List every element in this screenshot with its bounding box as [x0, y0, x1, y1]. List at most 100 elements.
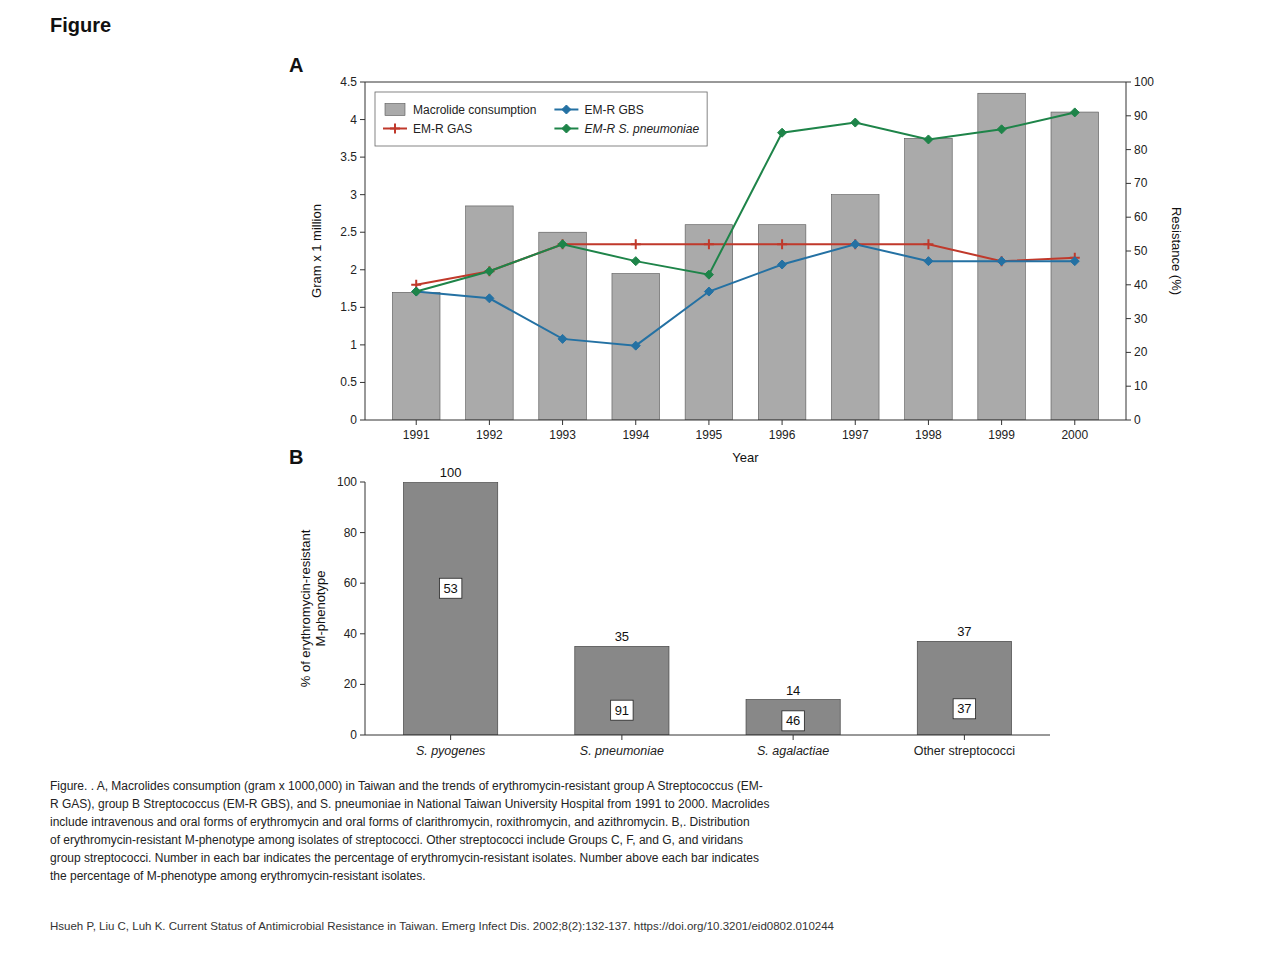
caption-line: group streptococci. Number in each bar i… [50, 851, 759, 865]
marker [778, 128, 787, 137]
marker [412, 287, 421, 296]
marker [558, 240, 567, 249]
bar [612, 274, 660, 420]
legend-frame [375, 92, 707, 146]
bar [758, 225, 806, 420]
y-tick [360, 382, 365, 383]
y-tick-label: 2 [350, 263, 357, 277]
inside-label-box [439, 578, 461, 598]
inside-label: 53 [439, 578, 461, 598]
y-tick [360, 633, 365, 634]
x-axis-line [365, 420, 1126, 421]
bar [404, 482, 498, 735]
bar [685, 225, 733, 420]
x-tick-label: 1993 [549, 428, 576, 442]
inside-label-box [611, 700, 633, 720]
bar [746, 700, 840, 735]
y2-tick-label: 30 [1134, 312, 1148, 326]
y-tick-label: 0.5 [340, 375, 357, 389]
y2-tick [1126, 386, 1131, 387]
legend-marker [562, 105, 571, 114]
y-tick [360, 119, 365, 120]
y-tick-label: 20 [344, 677, 358, 691]
caption-line: the percentage of M-phenotype among eryt… [50, 869, 426, 883]
y-axis-label-line: M-phenotype [313, 571, 328, 647]
y2-tick [1126, 420, 1131, 421]
bar [1051, 112, 1099, 420]
marker [850, 239, 860, 249]
x-tick-label: S. pyogenes [416, 744, 486, 758]
x-tick-label: 1999 [988, 428, 1015, 442]
line [416, 244, 1075, 345]
x-tick [1001, 420, 1002, 425]
x-tick [621, 735, 622, 740]
y-tick [360, 420, 365, 421]
x-axis-line [365, 735, 1050, 736]
bar [539, 232, 587, 420]
marker [777, 239, 787, 249]
y2-tick [1126, 115, 1131, 116]
y-tick-label: 1 [350, 338, 357, 352]
y2-tick-label: 0 [1134, 413, 1141, 427]
y-tick-label: 40 [344, 627, 358, 641]
panel-a: 1991199219931994199519961997199819992000… [289, 54, 1184, 465]
y-tick-label: 80 [344, 526, 358, 540]
y-tick-label: 3.5 [340, 150, 357, 164]
legend-label: Macrolide consumption [413, 103, 536, 117]
x-tick-label: S. agalactiae [757, 744, 829, 758]
x-tick-label: 1997 [842, 428, 869, 442]
y2-tick-label: 70 [1134, 176, 1148, 190]
y-tick-label: 4.5 [340, 75, 357, 89]
y-tick-label: 0 [350, 413, 357, 427]
y-tick [360, 482, 365, 483]
marker [1070, 257, 1079, 266]
bar [392, 292, 440, 420]
marker [704, 287, 713, 296]
figure: Figure1991199219931994199519961997199819… [0, 0, 1280, 960]
marker [778, 260, 787, 269]
y2-tick-label: 10 [1134, 379, 1148, 393]
caption-line: include intravenous and oral forms of er… [50, 815, 750, 829]
inside-label-box [782, 711, 804, 731]
x-tick-label: 1991 [403, 428, 430, 442]
y-tick [360, 684, 365, 685]
caption-line: R GAS), group B Streptococcus (EM-R GBS)… [50, 797, 769, 811]
y2-tick-label: 60 [1134, 210, 1148, 224]
marker [923, 239, 933, 249]
inside-label-text: 53 [443, 581, 457, 596]
panel-label: A [289, 54, 303, 76]
caption-line: of erythromycin-resistant M-phenotype am… [50, 833, 743, 847]
y2-tick [1126, 352, 1131, 353]
y-tick [360, 735, 365, 736]
legend-marker [562, 124, 571, 133]
x-tick-label: 2000 [1061, 428, 1088, 442]
x-tick-label: 1992 [476, 428, 503, 442]
y2-tick [1126, 82, 1131, 83]
x-tick [928, 420, 929, 425]
y2-axis-label: Resistance (%) [1169, 207, 1184, 295]
inside-label-text: 91 [615, 703, 629, 718]
y-tick [360, 344, 365, 345]
y-tick [360, 194, 365, 195]
figure-title: Figure [50, 14, 111, 36]
y-tick [360, 157, 365, 158]
x-tick [964, 735, 965, 740]
panel-label: B [289, 446, 303, 468]
x-tick [855, 420, 856, 425]
x-tick [708, 420, 709, 425]
marker [484, 266, 494, 276]
legend: Macrolide consumptionEM-R GASEM-R GBSEM-… [375, 92, 707, 146]
x-tick [489, 420, 490, 425]
y2-tick-label: 100 [1134, 75, 1154, 89]
inside-label: 37 [953, 699, 975, 719]
marker [997, 125, 1006, 134]
marker [412, 287, 421, 296]
x-tick [450, 735, 451, 740]
y-tick-label: 60 [344, 576, 358, 590]
bar [575, 646, 669, 735]
inside-label-box [953, 699, 975, 719]
y2-tick [1126, 251, 1131, 252]
bar [917, 641, 1011, 735]
y2-tick-label: 40 [1134, 278, 1148, 292]
marker [704, 239, 714, 249]
